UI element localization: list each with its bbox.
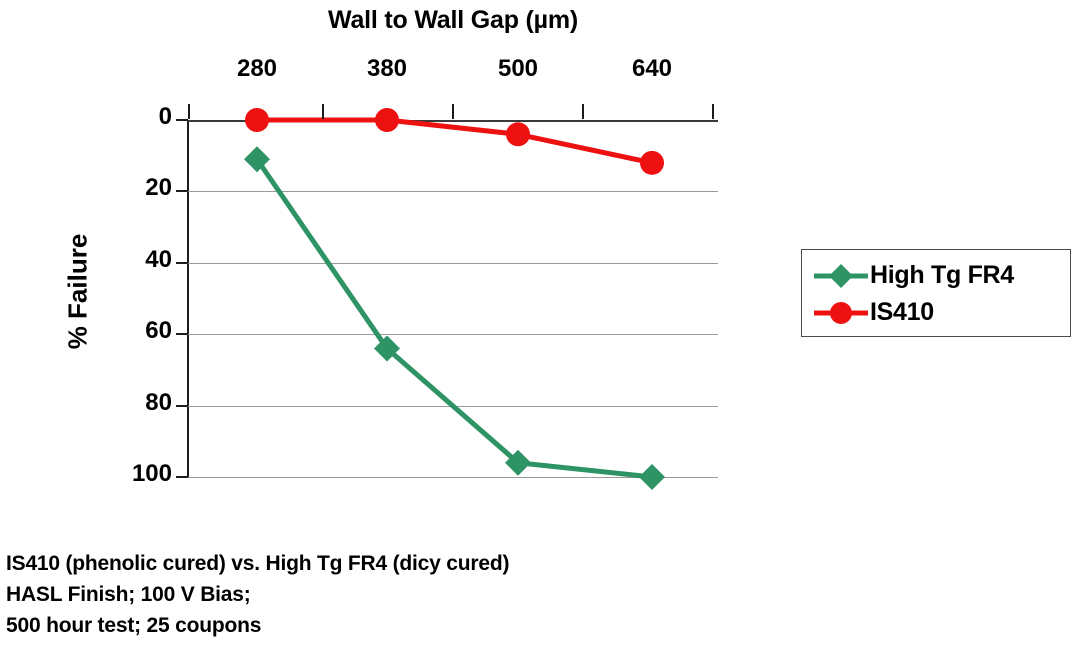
x-axis-tick-label: 380	[366, 55, 408, 82]
x-axis-tick-mark	[712, 104, 714, 119]
x-axis-tick-label: 280	[236, 55, 278, 82]
y-axis-tick-mark	[176, 190, 188, 193]
legend-item[interactable]: IS410	[802, 294, 1070, 331]
gridline	[188, 262, 718, 264]
y-axis-title: % Failure	[58, 196, 98, 386]
x-axis-tick-label: 500	[497, 55, 539, 82]
y-axis-tick-mark	[176, 261, 188, 264]
caption-line: 500 hour test; 25 coupons	[6, 614, 262, 637]
x-axis-tick-labels: 280 380 500 640	[188, 55, 718, 87]
y-axis-tick-mark	[176, 119, 188, 121]
y-axis-tick-label: 20	[145, 174, 172, 202]
y-axis-tick-label: 60	[145, 317, 172, 345]
chart-title: Wall to Wall Gap (µm)	[327, 6, 578, 34]
gridline	[188, 191, 718, 193]
x-axis-tick-mark	[582, 104, 584, 119]
gridline	[188, 477, 718, 478]
x-axis-tick-mark	[452, 104, 454, 119]
y-axis-tick-label: 80	[145, 388, 172, 416]
legend-item[interactable]: High Tg FR4	[802, 257, 1070, 294]
gridline	[188, 405, 718, 407]
x-axis-tick-mark	[322, 104, 324, 119]
y-axis-spine	[187, 120, 189, 478]
y-axis-tick-mark	[176, 404, 188, 407]
caption-line: HASL Finish; 100 V Bias;	[6, 583, 251, 606]
legend-item-label: High Tg FR4	[870, 261, 1014, 289]
x-axis-tick-mark	[188, 104, 190, 119]
y-axis-tick-mark	[176, 333, 188, 336]
gridline	[188, 120, 718, 122]
y-axis-tick-label: 40	[145, 245, 172, 273]
plot-area	[188, 120, 718, 478]
caption-line: IS410 (phenolic cured) vs. High Tg FR4 (…	[6, 552, 510, 575]
y-axis-tick-label: 0	[158, 103, 172, 130]
legend-item-label: IS410	[870, 298, 934, 326]
legend: High Tg FR4 IS410	[801, 249, 1071, 337]
y-axis-tick-mark	[176, 476, 188, 478]
circle-marker-icon	[812, 298, 870, 328]
gridline	[188, 334, 718, 336]
x-axis-tick-label: 640	[631, 55, 673, 82]
y-axis-title-text: % Failure	[62, 233, 93, 349]
chart-caption: IS410 (phenolic cured) vs. High Tg FR4 (…	[6, 548, 766, 641]
y-axis-tick-label: 100	[131, 460, 172, 487]
diamond-marker-icon	[812, 261, 870, 291]
